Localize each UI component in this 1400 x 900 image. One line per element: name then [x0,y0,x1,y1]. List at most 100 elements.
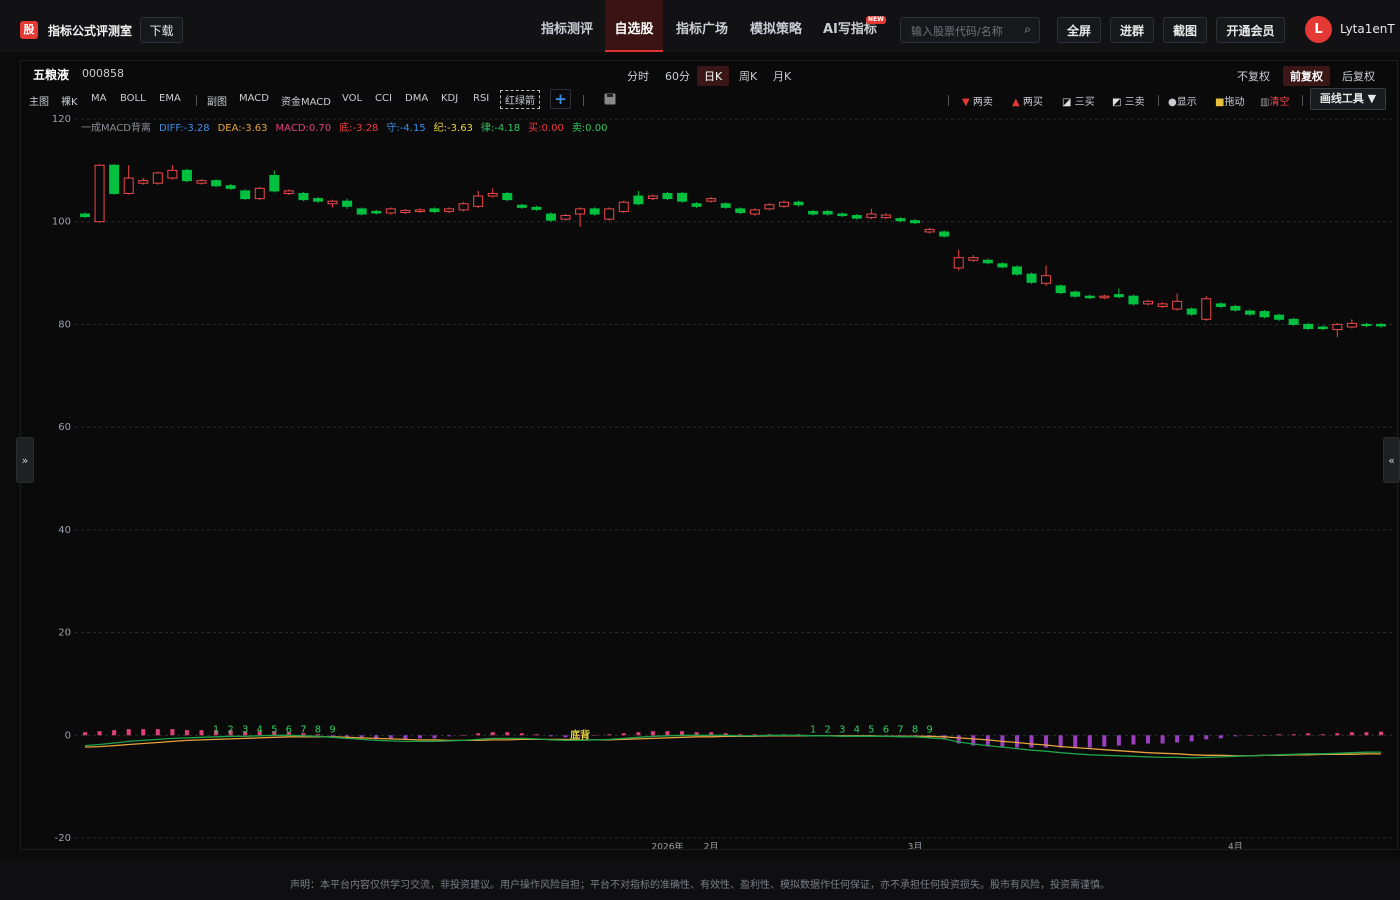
candle-body [866,213,877,219]
candle-body [502,192,513,201]
legend-entry: 纪:-3.63 [434,122,473,134]
x-tick-label: 3月 [908,842,923,853]
period-tab[interactable]: 月K [773,70,792,83]
tool-label: 三买 [1074,97,1095,108]
adjust-tab[interactable]: 后复权 [1342,70,1375,83]
legend-entry: DIFF:-3.28 [159,123,210,134]
candle-body [152,172,163,184]
indicator-tab[interactable]: 副图 [207,97,227,108]
candle-body [706,198,717,202]
avatar[interactable]: L [1305,16,1332,43]
macd-bar [155,729,160,736]
left-toggle[interactable]: » [16,437,34,483]
macd-bar [330,735,335,737]
tool-button[interactable]: ◪ 三买 [1062,93,1095,108]
y-tick-label: 120 [52,114,71,125]
count-label: 8 [315,724,321,735]
tool-button[interactable]: ▥清空 [1260,93,1289,108]
search-icon[interactable]: ⌕ [1024,22,1031,36]
macd-bar [1160,735,1165,744]
legend-entry: 底:-3.28 [339,121,378,134]
tool-label: 两买 [1022,97,1043,108]
adjust-tab[interactable]: 前复权 [1283,66,1330,86]
macd-bar [738,734,743,736]
macd-bar [505,732,510,736]
header-button[interactable]: 进群 [1110,17,1154,43]
period-tab[interactable]: 周K [739,70,758,83]
macd-bar [345,735,350,738]
period-tab[interactable]: 60分 [665,70,690,83]
macd-bar [476,733,481,736]
header-button[interactable]: 截图 [1163,17,1207,43]
header-button[interactable]: 开通会员 [1216,17,1285,43]
candle-body [720,203,731,208]
indicator-tab[interactable]: VOL [342,93,363,104]
candle-body [414,209,425,212]
right-toggle[interactable]: « [1383,437,1400,483]
save-icon[interactable] [604,93,616,105]
candle-body [1055,285,1066,294]
period-tab[interactable]: 分时 [627,70,649,83]
indicator-tab[interactable]: MA [91,93,107,104]
search-box[interactable]: 输入股票代码/名称 ⌕ [900,17,1040,43]
indicator-tab[interactable]: BOLL [120,93,146,104]
candle-body [808,210,819,215]
tool-button[interactable]: ▼ 两卖 [962,93,993,108]
macd-bar [1291,734,1296,736]
period-tab[interactable]: 日K [697,66,730,86]
tool-button[interactable]: ●显示 [1168,93,1197,108]
candle-body [531,206,542,210]
candle-body [1201,298,1212,320]
candle-body [312,198,323,202]
macd-bar [214,730,219,736]
indicator-tab[interactable]: 主图 [29,97,49,108]
macd-bar [723,733,728,736]
candle-body [167,169,178,179]
macd-bar [1058,735,1063,748]
macd-bar [490,732,495,736]
add-indicator[interactable]: + [550,89,571,109]
tool-button[interactable]: ▲ 两买 [1012,93,1043,108]
candle-body [589,208,600,215]
draw-tools-button[interactable]: 画线工具 ▼ [1310,88,1386,110]
adjust-tab[interactable]: 不复权 [1237,70,1270,83]
download-button[interactable]: 下载 [140,17,183,43]
macd-bar [1218,735,1223,739]
macd-bar [432,735,437,739]
nav-item[interactable]: 指标广场 [676,22,729,37]
macd-bar [592,735,597,736]
macd-bar [374,735,379,740]
indicator-tab[interactable]: CCI [375,93,392,104]
macd-bar [286,732,291,736]
indicator-tab[interactable]: RSI [473,93,490,104]
macd-bar [315,734,320,736]
tool-button[interactable]: ◩ 三卖 [1112,93,1145,108]
app-name: 指标公式评测室 [48,24,133,38]
indicator-tab[interactable]: EMA [159,93,181,104]
tool-button[interactable]: ■拖动 [1215,93,1244,108]
stock-code: 000858 [82,67,124,80]
nav-item[interactable]: 指标测评 [541,22,594,37]
candle-body [429,208,440,212]
macd-bar [1029,735,1034,748]
macd-bar [1233,735,1238,737]
macd-bar [1014,735,1019,748]
username[interactable]: Lyta1enT [1340,22,1395,36]
indicator-tab[interactable]: KDJ [441,93,459,104]
nav-item[interactable]: 自选股 [605,0,663,52]
candle-body [1215,303,1226,307]
indicator-tab[interactable]: 红绿箭 [500,90,540,109]
tool-icon: ◩ [1112,97,1122,108]
nav-item[interactable]: 模拟策略 [750,22,803,37]
tool-icon: ▲ [1012,97,1020,108]
indicator-tab[interactable]: DMA [405,93,429,104]
indicator-tab[interactable]: MACD [239,93,269,104]
candle-body [1186,308,1197,315]
logo[interactable]: 股 [20,21,38,39]
header-button[interactable]: 全屏 [1057,17,1101,43]
indicator-tab[interactable]: 资金MACD [281,97,331,108]
candle-body [1084,295,1095,299]
candle-body [1332,323,1343,331]
indicator-tab[interactable]: 裸K [61,97,78,108]
nav-item[interactable]: AI写指标 [823,22,877,37]
